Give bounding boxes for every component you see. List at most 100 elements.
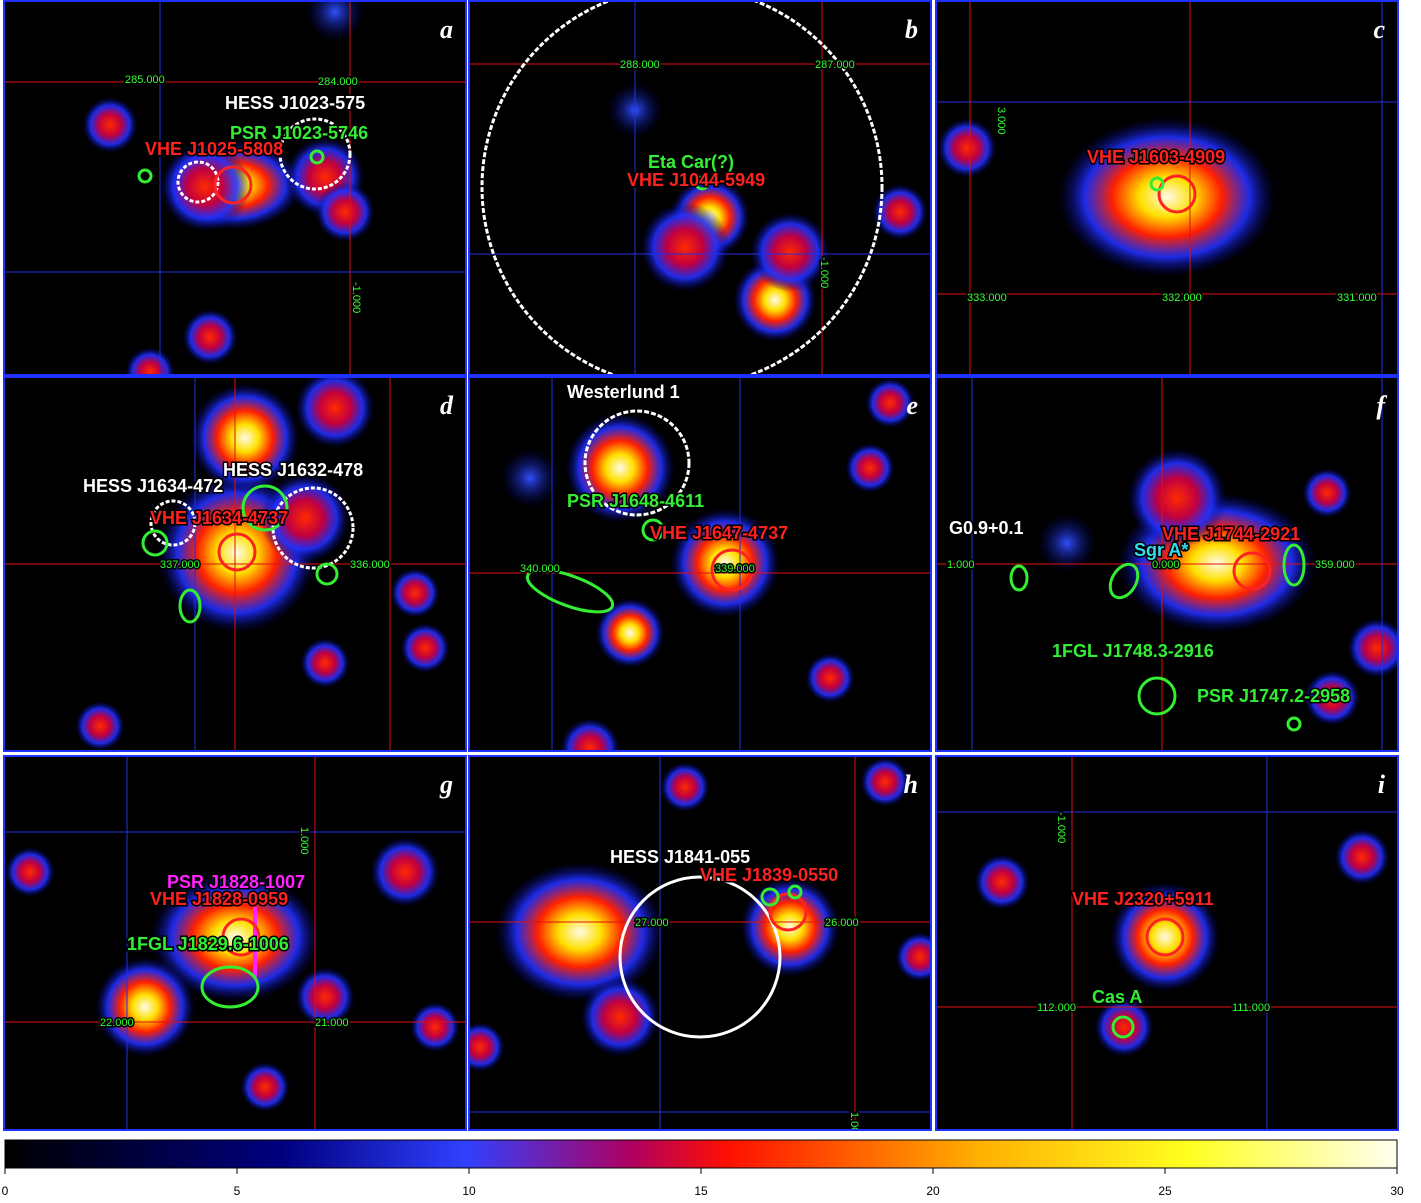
grid-label: 0.000 (1152, 559, 1180, 571)
panel-border (3, 755, 467, 1131)
source-region (213, 165, 253, 205)
emission (82, 97, 138, 153)
emission (295, 378, 375, 448)
source-label: PSR J1828-1007 (167, 872, 305, 892)
source-region (1282, 543, 1306, 587)
emission (295, 967, 355, 1027)
panel-border (935, 376, 1399, 752)
emission (805, 653, 855, 703)
colorbar-tick-label: 20 (926, 1184, 940, 1198)
emission (1057, 117, 1277, 277)
source-region (178, 588, 202, 624)
source-label: Eta Car(?) (648, 152, 734, 172)
emission (1334, 829, 1390, 885)
source-region (1286, 716, 1302, 732)
grid-label: 332.000 (1162, 292, 1202, 304)
emission (150, 872, 320, 1002)
colorbar-tick-label: 25 (1158, 1184, 1172, 1198)
source-label: VHE J1025-5808 (145, 139, 283, 159)
grid-label: 288.000 (620, 59, 660, 71)
source-region (787, 884, 803, 900)
source-region (1137, 676, 1177, 716)
panel-letter: b (905, 15, 918, 44)
emission (937, 118, 997, 178)
source-label: HESS J1634-472 (83, 476, 223, 496)
emission (1127, 448, 1227, 548)
grid-label: 340.000 (520, 563, 560, 575)
grid-label: 333.000 (967, 292, 1007, 304)
grid-label: -1.000 (350, 282, 362, 313)
grid-label: 22.000 (100, 1017, 134, 1029)
source-region (1232, 551, 1272, 591)
emission (500, 448, 560, 508)
source-region (1145, 917, 1185, 957)
source-region (149, 499, 197, 547)
source-label: HESS J1841-055 (610, 847, 750, 867)
emission (1302, 468, 1352, 518)
source-region (1108, 562, 1140, 600)
panel: 288.000 287.000 -1.000 Eta Car(?)VHE J1044-… (470, 2, 930, 374)
source-label: VHE J1839-0550 (700, 865, 838, 885)
grid-label: 339.000 (715, 563, 755, 575)
source-label: G0.9+0.1 (949, 518, 1024, 538)
emission (240, 1062, 290, 1112)
grid-label: 3.000 (995, 107, 1007, 135)
source-region (480, 2, 884, 374)
source-label: HESS J1632-478 (223, 460, 363, 480)
panel-letter: f (1376, 391, 1387, 420)
emission (872, 184, 928, 240)
grid-label: 1.000 (298, 827, 310, 855)
source-region (694, 175, 710, 191)
emission (1304, 670, 1360, 726)
source-region (1157, 174, 1197, 214)
panel: 3.000 333.000 332.000 331.000 VHE J1603-4909… (937, 2, 1397, 374)
source-region (1149, 176, 1165, 192)
source-label: VHE J1744-2921 (1162, 524, 1300, 544)
grid-label: 26.000 (825, 917, 859, 929)
panel-letter: a (440, 15, 453, 44)
emission (565, 413, 675, 523)
source-region (583, 409, 691, 517)
source-label: Cas A (1092, 987, 1142, 1007)
source-label: 1FGL J1748.3-2916 (1052, 641, 1214, 661)
panel: 1.000 0.000 359.000 G0.9+0.1 Sgr A*VHE J1744… (937, 378, 1397, 750)
panel-border (3, 0, 467, 376)
source-region (525, 568, 615, 614)
grid-label: 1.000 (947, 559, 975, 571)
emission (470, 1022, 505, 1072)
panel-letter: c (1373, 15, 1385, 44)
grid-label: 287.000 (815, 59, 855, 71)
emission (580, 977, 660, 1057)
panel-border (468, 0, 932, 376)
source-region (141, 529, 169, 557)
emission (860, 757, 910, 807)
source-region (641, 518, 665, 542)
panel: 340.000 339.000 Westerlund 1 PSR J1648-4611… (470, 378, 930, 750)
source-label: VHE J1828-0959 (150, 889, 288, 909)
panel-letter: e (906, 391, 918, 420)
emission (595, 598, 665, 668)
emission (182, 309, 238, 365)
source-label: Westerlund 1 (567, 382, 680, 402)
panel-border (468, 376, 932, 752)
grid-label: 112.000 (1037, 1002, 1076, 1014)
emission (1347, 618, 1397, 678)
source-region (221, 917, 261, 957)
source-region (176, 160, 220, 204)
source-region (710, 548, 754, 592)
grid-label: 111.000 (1232, 1002, 1270, 1014)
emission (750, 212, 830, 292)
source-region (1111, 1015, 1135, 1039)
emission (845, 443, 895, 493)
emission (1110, 882, 1220, 992)
emission (125, 347, 175, 374)
panel-letter: i (1378, 770, 1386, 799)
source-label: VHE J2320+5911 (1072, 889, 1214, 909)
panel-letter: h (904, 770, 918, 799)
emission (190, 383, 300, 493)
